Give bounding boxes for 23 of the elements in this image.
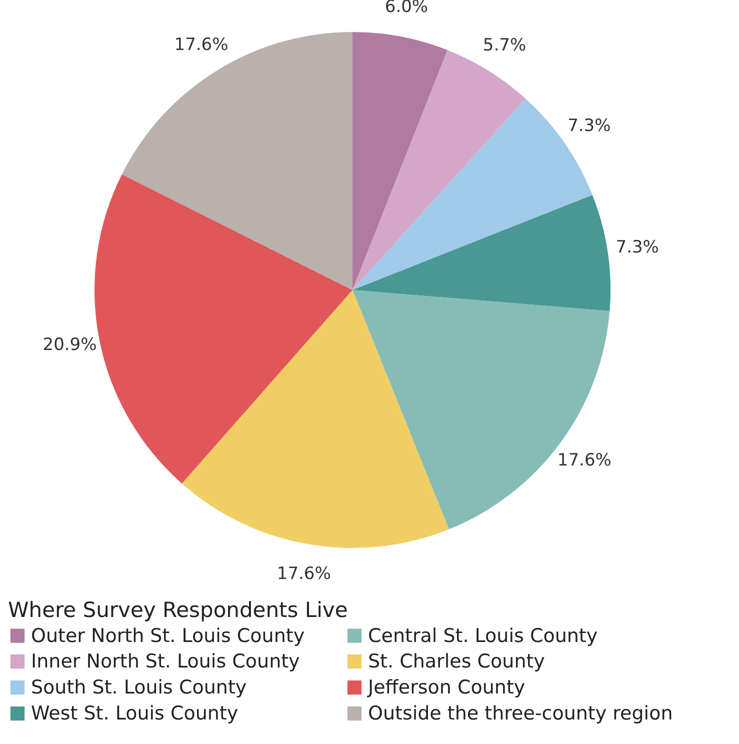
pie-slice	[352, 195, 610, 312]
data-label: 17.6%	[174, 34, 228, 55]
pie-slice	[182, 290, 449, 548]
pie-slice	[122, 32, 352, 290]
legend-label: Jefferson County	[367, 676, 526, 698]
legend-label: Outside the three-county region	[368, 702, 673, 724]
pie-slice	[352, 290, 610, 530]
data-label: 20.9%	[42, 334, 97, 355]
pie-slice	[94, 174, 352, 484]
data-label: 5.7%	[482, 35, 526, 56]
legend-label: South St. Louis County	[31, 676, 247, 698]
data-label: 7.3%	[568, 116, 611, 136]
pie-slice	[352, 32, 448, 290]
legend-label: Outer North St. Louis County	[31, 624, 305, 647]
data-label: 17.6%	[557, 450, 612, 471]
legend-label: Inner North St. Louis County	[31, 650, 300, 672]
legend-title: Where Survey Respondents Live	[8, 598, 348, 622]
legend-label: Central St. Louis County	[368, 624, 598, 647]
legend-label: West St. Louis County	[31, 702, 238, 724]
data-label: 7.3%	[616, 238, 659, 258]
pie-slice	[352, 50, 526, 290]
legend-label: St. Charles County	[368, 650, 545, 672]
data-label: 17.6%	[276, 564, 331, 584]
